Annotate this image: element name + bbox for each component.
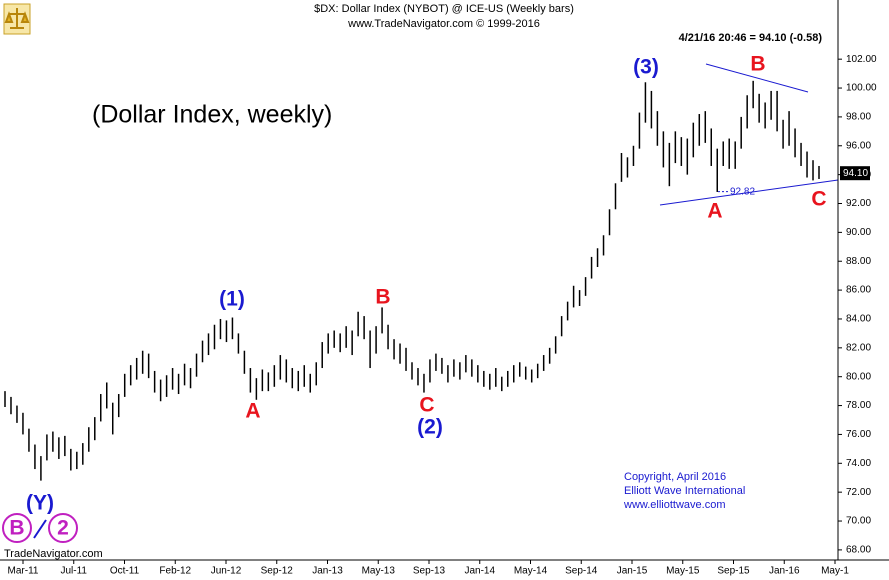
x-tick-label: May-13 — [362, 566, 396, 577]
x-tick-label: Sep-12 — [261, 566, 294, 577]
wave-label: C — [811, 188, 826, 211]
wave-label: (Y) — [26, 492, 54, 515]
y-tick-label: 86.00 — [846, 285, 871, 296]
x-tick-label: Jan-13 — [312, 566, 343, 577]
low-marker-label: 92.82 — [730, 186, 755, 197]
annotation: (Dollar Index, weekly) — [92, 101, 332, 129]
x-tick-label: Sep-15 — [717, 566, 750, 577]
x-tick-label: Feb-12 — [159, 566, 191, 577]
wave-label: C — [419, 394, 434, 417]
x-tick-label: Jan-15 — [617, 566, 648, 577]
y-tick-label: 98.00 — [846, 112, 871, 123]
wave-label: B — [750, 53, 765, 76]
y-tick-label: 74.00 — [846, 458, 871, 469]
y-tick-label: 70.00 — [846, 516, 871, 527]
y-tick-label: 68.00 — [846, 545, 871, 556]
x-tick-label: Jun-12 — [211, 566, 242, 577]
x-tick-label: Mar-11 — [8, 566, 39, 577]
chart-subtitle: www.TradeNavigator.com © 1999-2016 — [347, 18, 540, 30]
y-tick-label: 84.00 — [846, 314, 871, 325]
copyright: Copyright, April 2016 — [624, 471, 726, 483]
chart-title: $DX: Dollar Index (NYBOT) @ ICE-US (Week… — [314, 3, 574, 15]
y-tick-label: 82.00 — [846, 342, 871, 353]
logo — [3, 3, 31, 35]
x-tick-label: Sep-14 — [565, 566, 598, 577]
wave-label: A — [245, 400, 260, 423]
y-tick-label: 102.00 — [846, 54, 877, 65]
wave-label: (3) — [633, 56, 659, 79]
y-tick-label: 80.00 — [846, 371, 871, 382]
wave-label: B — [375, 286, 390, 309]
x-tick-label: Jan-16 — [769, 566, 800, 577]
copyright: Elliott Wave International — [624, 485, 745, 497]
y-tick-label: 90.00 — [846, 227, 871, 238]
copyright: www.elliottwave.com — [623, 499, 725, 511]
x-tick-label: May-15 — [666, 566, 700, 577]
source: TradeNavigator.com — [4, 548, 103, 560]
wave-label: (2) — [417, 416, 443, 439]
x-tick-label: May-14 — [514, 566, 548, 577]
wave-label: A — [707, 200, 722, 223]
x-tick-label: Jul-11 — [61, 566, 88, 577]
y-tick-label: 92.00 — [846, 198, 871, 209]
x-tick-label: May-1 — [821, 566, 849, 577]
x-tick-label: Sep-13 — [413, 566, 446, 577]
y-tick-label: 88.00 — [846, 256, 871, 267]
x-tick-label: Oct-11 — [110, 566, 140, 577]
wave-label: (1) — [219, 288, 245, 311]
wave-label: 2 — [57, 517, 69, 540]
last-price-label: 94.10 — [843, 168, 868, 179]
quote-line: 4/21/16 20:46 = 94.10 (-0.58) — [679, 32, 823, 44]
wave-label: B — [9, 517, 24, 540]
x-tick-label: Jan-14 — [464, 566, 495, 577]
circled-labels — [2, 513, 78, 543]
trend-lines — [659, 63, 839, 206]
y-tick-label: 78.00 — [846, 400, 871, 411]
y-tick-label: 72.00 — [846, 487, 871, 498]
y-tick-label: 100.00 — [846, 83, 877, 94]
y-tick-label: 96.00 — [846, 140, 871, 151]
y-tick-label: 76.00 — [846, 429, 871, 440]
last-price-box — [840, 166, 870, 181]
